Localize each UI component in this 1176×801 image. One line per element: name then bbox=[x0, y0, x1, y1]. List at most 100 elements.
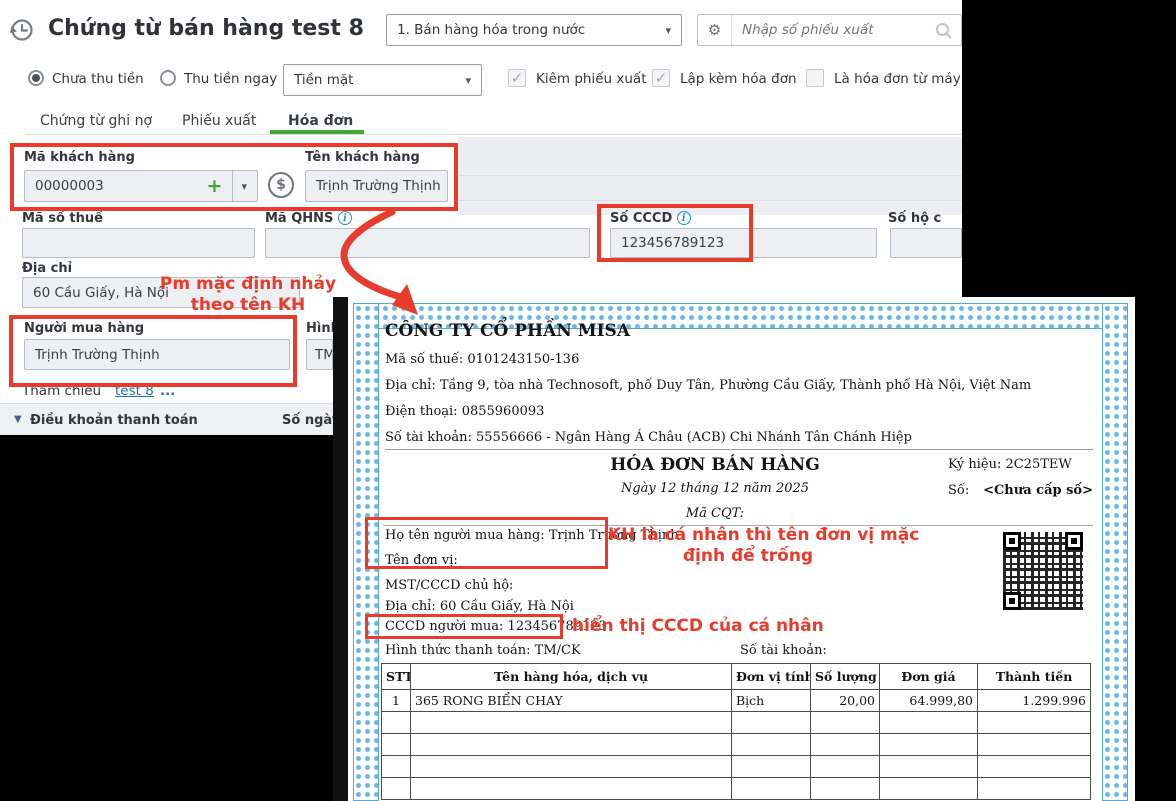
so-cccd-label: Số CCCD i bbox=[610, 211, 691, 226]
info-icon[interactable]: i bbox=[337, 211, 352, 225]
invoice-window-edge bbox=[333, 297, 348, 801]
table-empty-row bbox=[381, 777, 1091, 800]
col-ten-hang: Tên hàng hóa, dịch vụ bbox=[410, 663, 732, 690]
checkbox-lap-kem-hoa-don[interactable]: ✓ bbox=[652, 69, 670, 87]
invoice-title: HÓA ĐƠN BÁN HÀNG bbox=[610, 455, 820, 475]
invoice-serial: Ký hiệu: 2C25TEW bbox=[948, 457, 1072, 472]
document-history-icon[interactable] bbox=[8, 16, 36, 44]
ten-khach-hang-input[interactable]: Trịnh Trường Thịnh bbox=[305, 170, 448, 202]
checkbox-lap-kem-hoa-don-label: Lập kèm hóa đơn bbox=[680, 71, 797, 87]
radio-chua-thu-tien[interactable] bbox=[28, 70, 44, 86]
radio-chua-thu-tien-label: Chưa thu tiền bbox=[52, 71, 144, 87]
app-window: Chứng từ bán hàng test 8 1. Bán hàng hóa… bbox=[0, 0, 962, 435]
col-stt: STT bbox=[381, 663, 411, 690]
invoice-number-row: Số: <Chưa cấp số> bbox=[948, 483, 1093, 498]
checkbox-hoa-don-may-tinh[interactable] bbox=[806, 69, 824, 87]
ma-so-thue-input[interactable] bbox=[22, 228, 255, 258]
seller-company-name: CÔNG TY CỔ PHẦN MISA bbox=[385, 321, 631, 341]
info-icon[interactable]: i bbox=[676, 211, 691, 225]
seller-bank-account: Số tài khoản: 55556666 - Ngân Hàng Á Châ… bbox=[385, 430, 912, 445]
ma-khach-hang-input[interactable]: 00000003 + ▾ bbox=[24, 170, 258, 202]
col-thanh-tien: Thành tiền bbox=[977, 663, 1091, 690]
hinh-thuc-label: Hình bbox=[306, 321, 340, 336]
annotation-note-show-cccd: hiển thị CCCD của cá nhân bbox=[572, 616, 824, 636]
ma-so-thue-label: Mã số thuế bbox=[22, 211, 103, 226]
payment-terms-band: ▼ Điều khoản thanh toán Số ngày đ bbox=[0, 403, 333, 435]
ma-qhns-label: Mã QHNS i bbox=[265, 211, 352, 226]
dia-chi-value: 60 Cầu Giấy, Hà Nội bbox=[33, 284, 169, 301]
hinh-thuc-input[interactable]: TM bbox=[306, 339, 333, 370]
buyer-address-line: Địa chỉ: 60 Cầu Giấy, Hà Nội bbox=[385, 599, 574, 614]
so-cccd-input[interactable]: 123456789123 bbox=[610, 228, 877, 258]
annotation-box-invoice-buyer bbox=[365, 517, 608, 569]
add-customer-icon[interactable]: + bbox=[206, 175, 223, 197]
invoice-date: Ngày 12 tháng 12 năm 2025 bbox=[620, 481, 810, 496]
invoice-preview: CÔNG TY CỔ PHẦN MISA Mã số thuế: 0101243… bbox=[348, 297, 1135, 801]
collapse-triangle-icon[interactable]: ▼ bbox=[14, 414, 22, 425]
radio-thu-tien-ngay[interactable] bbox=[160, 70, 176, 86]
tabs-divider bbox=[25, 134, 962, 135]
gear-icon: ⚙ bbox=[707, 21, 722, 39]
buyer-cccd-line: CCCD người mua: 123456789123 bbox=[385, 619, 607, 634]
annotation-note-default-name: Pm mặc định nhảy theo tên KH bbox=[159, 274, 337, 315]
annotation-box-customer bbox=[10, 143, 458, 211]
ma-qhns-input[interactable] bbox=[265, 228, 590, 258]
annotation-box-cccd-field bbox=[597, 204, 753, 262]
invoice-divider bbox=[385, 449, 1093, 450]
ma-khach-hang-label: Mã khách hàng bbox=[24, 150, 135, 165]
ma-khach-hang-value: 00000003 bbox=[35, 178, 104, 194]
tab-phieu-xuat[interactable]: Phiếu xuất bbox=[182, 113, 257, 129]
payment-method-line: Hình thức thanh toán: TM/CK bbox=[385, 643, 581, 658]
invoice-number-value: <Chưa cấp số> bbox=[983, 483, 1093, 498]
settings-button[interactable]: ⚙ bbox=[698, 15, 732, 45]
so-ngay-label: Số ngày đ bbox=[282, 413, 333, 428]
chevron-down-icon[interactable]: ▾ bbox=[241, 179, 247, 193]
payment-method-value: Tiền mặt bbox=[294, 72, 354, 88]
so-ho-chieu-input[interactable] bbox=[890, 228, 962, 258]
account-number-line: Số tài khoản: bbox=[740, 643, 827, 658]
form-gray-panel bbox=[458, 137, 962, 215]
qr-code bbox=[1003, 532, 1083, 610]
dia-chi-input[interactable]: 60 Cầu Giấy, Hà Nội bbox=[22, 277, 300, 308]
tab-chung-tu-ghi-no[interactable]: Chứng từ ghi nợ bbox=[40, 113, 153, 129]
doc-type-value: 1. Bán hàng hóa trong nước bbox=[397, 22, 586, 38]
active-tab-underline bbox=[270, 130, 364, 135]
hinh-thuc-value: TM bbox=[315, 346, 333, 363]
nguoi-mua-hang-label: Người mua hàng bbox=[24, 321, 145, 336]
doc-type-dropdown[interactable]: 1. Bán hàng hóa trong nước ▾ bbox=[386, 14, 682, 46]
tham-chieu-more-link[interactable]: ... bbox=[160, 383, 176, 399]
table-empty-row bbox=[381, 733, 1091, 756]
invoice-cqt-code: Mã CQT: bbox=[685, 506, 745, 521]
table-row: 1 365 RONG BIỂN CHAY Bịch 20,00 64.999,8… bbox=[381, 689, 1091, 712]
check-icon: ✓ bbox=[510, 69, 524, 87]
page-title: Chứng từ bán hàng test 8 bbox=[48, 16, 364, 41]
invoice-items-table: STT Tên hàng hóa, dịch vụ Đơn vị tính Số… bbox=[381, 663, 1091, 800]
tham-chieu-link[interactable]: test 8 bbox=[115, 383, 154, 399]
annotation-note-unit-blank: KH là cá nhân thì tên đơn vị mặc định để… bbox=[608, 525, 920, 566]
payment-terms-label[interactable]: Điều khoản thanh toán bbox=[30, 413, 198, 428]
invoice-divider bbox=[383, 525, 1093, 526]
seller-address: Địa chỉ: Tầng 9, tòa nhà Technosoft, phố… bbox=[385, 378, 1032, 393]
search-input[interactable] bbox=[732, 15, 935, 45]
currency-dollar-icon[interactable]: $ bbox=[268, 172, 294, 198]
annotation-box-buyer-field bbox=[9, 315, 297, 387]
seller-phone: Điện thoại: 0855960093 bbox=[385, 404, 545, 419]
checkbox-hoa-don-may-tinh-label: Là hóa đơn từ máy tín bbox=[834, 71, 962, 87]
buyer-unit-line: Tên đơn vị: bbox=[385, 553, 458, 568]
search-bar: ⚙ bbox=[697, 14, 962, 46]
invoice-border-ornament-right bbox=[1102, 303, 1128, 801]
dia-chi-label: Địa chỉ bbox=[22, 261, 73, 276]
ten-khach-hang-label: Tên khách hàng bbox=[305, 150, 420, 165]
ten-khach-hang-value: Trịnh Trường Thịnh bbox=[316, 178, 441, 194]
chevron-down-icon: ▾ bbox=[665, 23, 671, 37]
checkbox-kiem-phieu-xuat[interactable]: ✓ bbox=[508, 69, 526, 87]
tab-hoa-don[interactable]: Hóa đơn bbox=[288, 113, 354, 129]
invoice-border-ornament-top bbox=[353, 303, 1128, 329]
checkbox-kiem-phieu-xuat-label: Kiêm phiếu xuất bbox=[536, 71, 647, 87]
payment-method-dropdown[interactable]: Tiền mặt ▾ bbox=[283, 64, 482, 96]
nguoi-mua-hang-value: Trịnh Trường Thịnh bbox=[35, 346, 160, 363]
nguoi-mua-hang-input[interactable]: Trịnh Trường Thịnh bbox=[24, 339, 290, 370]
chevron-down-icon: ▾ bbox=[465, 73, 471, 87]
search-icon[interactable] bbox=[935, 22, 953, 40]
table-header-row: STT Tên hàng hóa, dịch vụ Đơn vị tính Số… bbox=[381, 663, 1091, 690]
